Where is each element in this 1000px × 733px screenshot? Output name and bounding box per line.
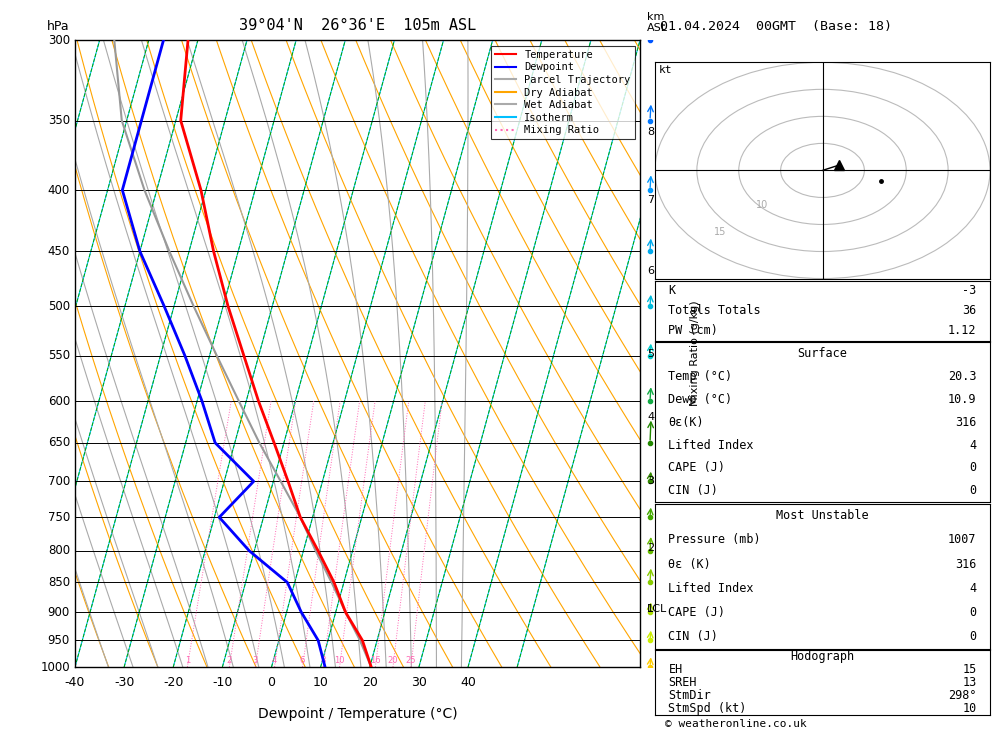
Text: 30: 30 [411,676,427,689]
Text: LCL: LCL [647,604,667,614]
Text: 13: 13 [962,676,977,689]
Text: Totals Totals: Totals Totals [668,304,761,317]
Text: 20: 20 [388,655,398,665]
Text: 4: 4 [272,655,277,665]
Text: Lifted Index: Lifted Index [668,582,754,594]
Text: 600: 600 [48,394,70,408]
Text: 500: 500 [48,300,70,313]
Text: 36: 36 [962,304,977,317]
Text: 950: 950 [48,634,70,647]
Text: kt: kt [659,65,673,75]
Text: 10: 10 [962,701,977,715]
Text: Hodograph: Hodograph [790,650,855,663]
Text: 1: 1 [185,655,190,665]
Text: 450: 450 [48,245,70,258]
Text: 1000: 1000 [40,660,70,674]
Text: Pressure (mb): Pressure (mb) [668,534,761,546]
Text: 16: 16 [370,655,381,665]
Text: 10: 10 [756,200,768,210]
Text: 316: 316 [955,558,977,570]
Text: 15: 15 [714,227,726,237]
Text: 750: 750 [48,511,70,524]
Text: 316: 316 [955,416,977,429]
Legend: Temperature, Dewpoint, Parcel Trajectory, Dry Adiabat, Wet Adiabat, Isotherm, Mi: Temperature, Dewpoint, Parcel Trajectory… [491,45,635,139]
Text: 0: 0 [268,676,276,689]
Text: -3: -3 [962,284,977,298]
Text: 0: 0 [969,461,977,474]
Text: 10: 10 [313,676,329,689]
Text: 2: 2 [647,542,654,553]
Text: EH: EH [668,663,683,676]
Text: 4: 4 [969,582,977,594]
Text: Dewp (°C): Dewp (°C) [668,393,733,406]
Text: -40: -40 [65,676,85,689]
Text: 10.9: 10.9 [948,393,977,406]
Text: ASL: ASL [647,23,668,33]
Text: K: K [668,284,676,298]
Text: 900: 900 [48,605,70,619]
Text: 6: 6 [647,265,654,276]
Text: 0: 0 [969,485,977,497]
Text: 2: 2 [227,655,232,665]
Text: 7: 7 [647,196,654,205]
Text: 20.3: 20.3 [948,370,977,383]
Text: -20: -20 [163,676,183,689]
Text: km: km [647,12,664,22]
Text: CIN (J): CIN (J) [668,485,718,497]
Text: 40: 40 [460,676,476,689]
Text: 298°: 298° [948,689,977,701]
Text: 0: 0 [969,606,977,619]
Text: 4: 4 [647,411,654,421]
Text: -10: -10 [212,676,233,689]
Text: Surface: Surface [798,347,847,360]
Text: 300: 300 [48,34,70,47]
Text: 8: 8 [647,128,654,137]
Text: hPa: hPa [47,20,70,33]
Text: 1: 1 [647,604,654,614]
Text: 650: 650 [48,436,70,449]
Text: Mixing Ratio (g/kg): Mixing Ratio (g/kg) [690,301,700,407]
Text: 25: 25 [406,655,416,665]
Text: 400: 400 [48,183,70,196]
Text: 1.12: 1.12 [948,324,977,337]
Text: 1007: 1007 [948,534,977,546]
Text: Lifted Index: Lifted Index [668,438,754,452]
Text: 350: 350 [48,114,70,127]
Text: StmDir: StmDir [668,689,711,701]
Text: 800: 800 [48,545,70,557]
Text: Most Unstable: Most Unstable [776,509,869,522]
Text: θε(K): θε(K) [668,416,704,429]
Text: © weatheronline.co.uk: © weatheronline.co.uk [665,719,807,729]
Text: CAPE (J): CAPE (J) [668,461,725,474]
Text: 4: 4 [969,438,977,452]
Text: CIN (J): CIN (J) [668,630,718,643]
Text: 01.04.2024  00GMT  (Base: 18): 01.04.2024 00GMT (Base: 18) [660,20,892,33]
Text: 10: 10 [334,655,345,665]
Text: 20: 20 [362,676,378,689]
Text: -30: -30 [114,676,134,689]
Text: Temp (°C): Temp (°C) [668,370,733,383]
Text: SREH: SREH [668,676,697,689]
Text: 15: 15 [962,663,977,676]
Text: 550: 550 [48,350,70,362]
Text: 6: 6 [300,655,305,665]
Text: Dewpoint / Temperature (°C): Dewpoint / Temperature (°C) [258,707,457,721]
Text: 0: 0 [969,630,977,643]
Text: 3: 3 [253,655,258,665]
Text: 850: 850 [48,576,70,589]
Text: θε (K): θε (K) [668,558,711,570]
Text: 5: 5 [647,349,654,359]
Text: 39°04'N  26°36'E  105m ASL: 39°04'N 26°36'E 105m ASL [239,18,476,33]
Text: PW (cm): PW (cm) [668,324,718,337]
Text: 700: 700 [48,475,70,488]
Text: 3: 3 [647,476,654,487]
Text: CAPE (J): CAPE (J) [668,606,725,619]
Text: 8: 8 [320,655,326,665]
Text: StmSpd (kt): StmSpd (kt) [668,701,747,715]
